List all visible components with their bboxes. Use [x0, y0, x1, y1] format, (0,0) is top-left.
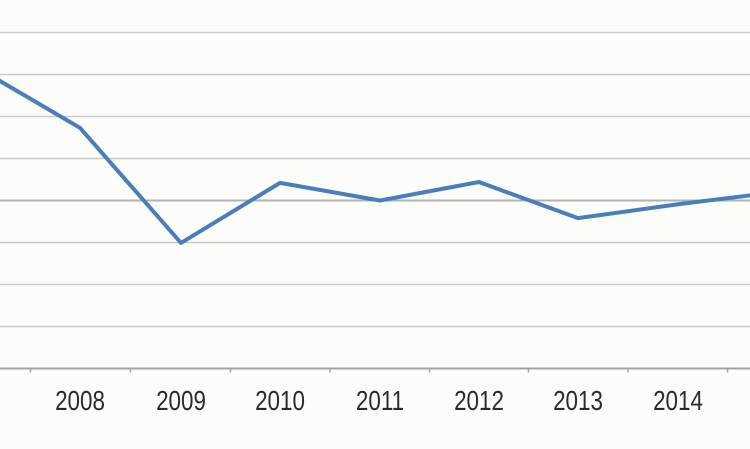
- data-line-series: [0, 78, 750, 245]
- x-axis-ticks: [29, 368, 729, 373]
- gridlines: [0, 31, 750, 328]
